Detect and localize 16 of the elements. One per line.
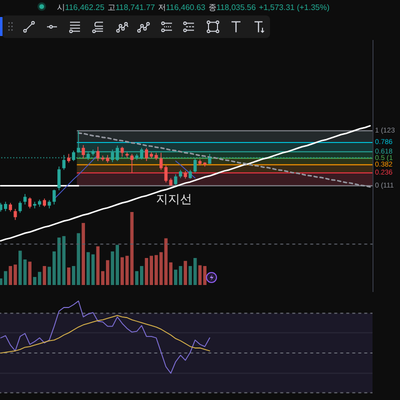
text: +1,573.31 (+1.35%) [258,3,330,12]
bar [28,262,32,285]
text: 종118,035.56 [208,3,256,12]
bar [4,271,8,285]
text: 시116,462.25 [57,3,105,12]
line-series [0,125,371,242]
bar [184,260,188,285]
bar [67,267,70,285]
line-series [78,132,371,188]
text: 저116,460.63 [158,3,206,12]
line-series [175,160,196,178]
bar [42,266,46,285]
text: 고118,741.77 [107,3,156,12]
bar [82,222,85,285]
bar [130,212,134,285]
annotation: 지지선 [156,192,192,206]
